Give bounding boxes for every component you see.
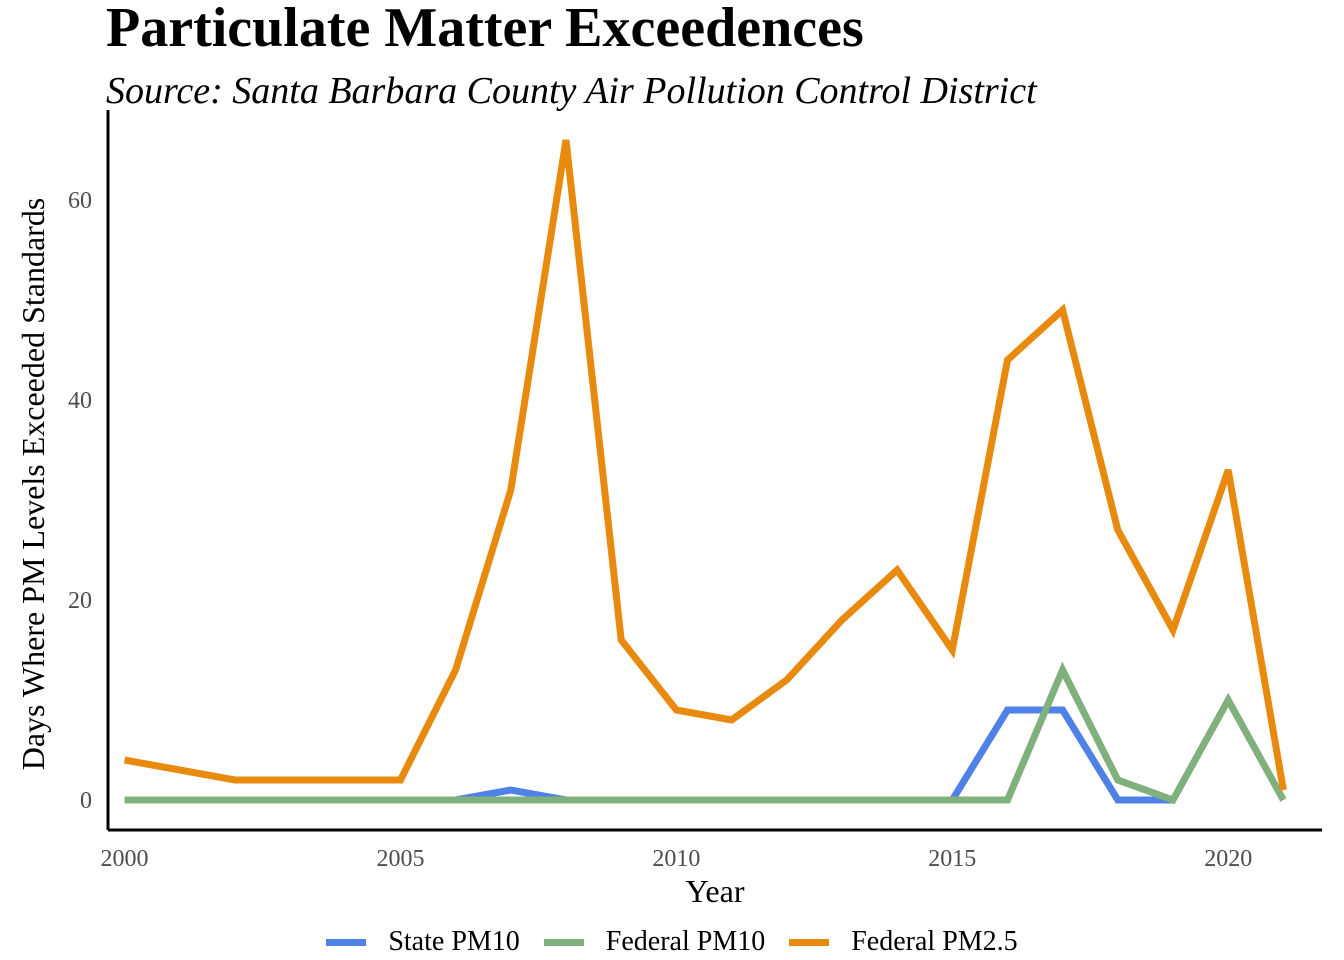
x-tick-label: 2010 (652, 846, 700, 872)
legend-label: Federal PM10 (605, 926, 766, 957)
y-axis-title: Days Where PM Levels Exceeded Standards (15, 198, 51, 771)
y-tick-label: 20 (68, 588, 92, 614)
legend-label: Federal PM2.5 (851, 926, 1018, 957)
x-axis-title: Year (686, 873, 745, 909)
x-tick-label: 2000 (101, 846, 149, 872)
y-tick-label: 60 (68, 188, 92, 214)
legend: State PM10 Federal PM10 Federal PM2.5 (0, 926, 1344, 958)
chart-title: Particulate Matter Exceedences (106, 0, 864, 59)
tick-labels: 2000 2005 2010 2015 2020 0 20 40 60 (68, 188, 1252, 872)
series-layer (123, 139, 1287, 805)
legend-swatch (789, 938, 830, 946)
y-tick-label: 0 (80, 788, 92, 814)
series-line-federal-pm10 (124, 661, 1287, 805)
x-tick-label: 2015 (928, 846, 976, 872)
legend-item: State PM10 (326, 926, 520, 958)
x-tick-label: 2020 (1204, 846, 1252, 872)
legend-item: Federal PM10 (543, 926, 766, 958)
axes (106, 110, 1322, 832)
y-tick-label: 40 (68, 388, 92, 414)
legend-swatch (543, 938, 584, 946)
legend-label: State PM10 (388, 926, 520, 957)
legend-swatch (326, 938, 367, 946)
series-line-federal-pm2-5 (123, 139, 1287, 791)
chart-subtitle: Source: Santa Barbara County Air Polluti… (106, 70, 1037, 112)
legend-item: Federal PM2.5 (789, 926, 1018, 958)
x-tick-label: 2005 (376, 846, 424, 872)
